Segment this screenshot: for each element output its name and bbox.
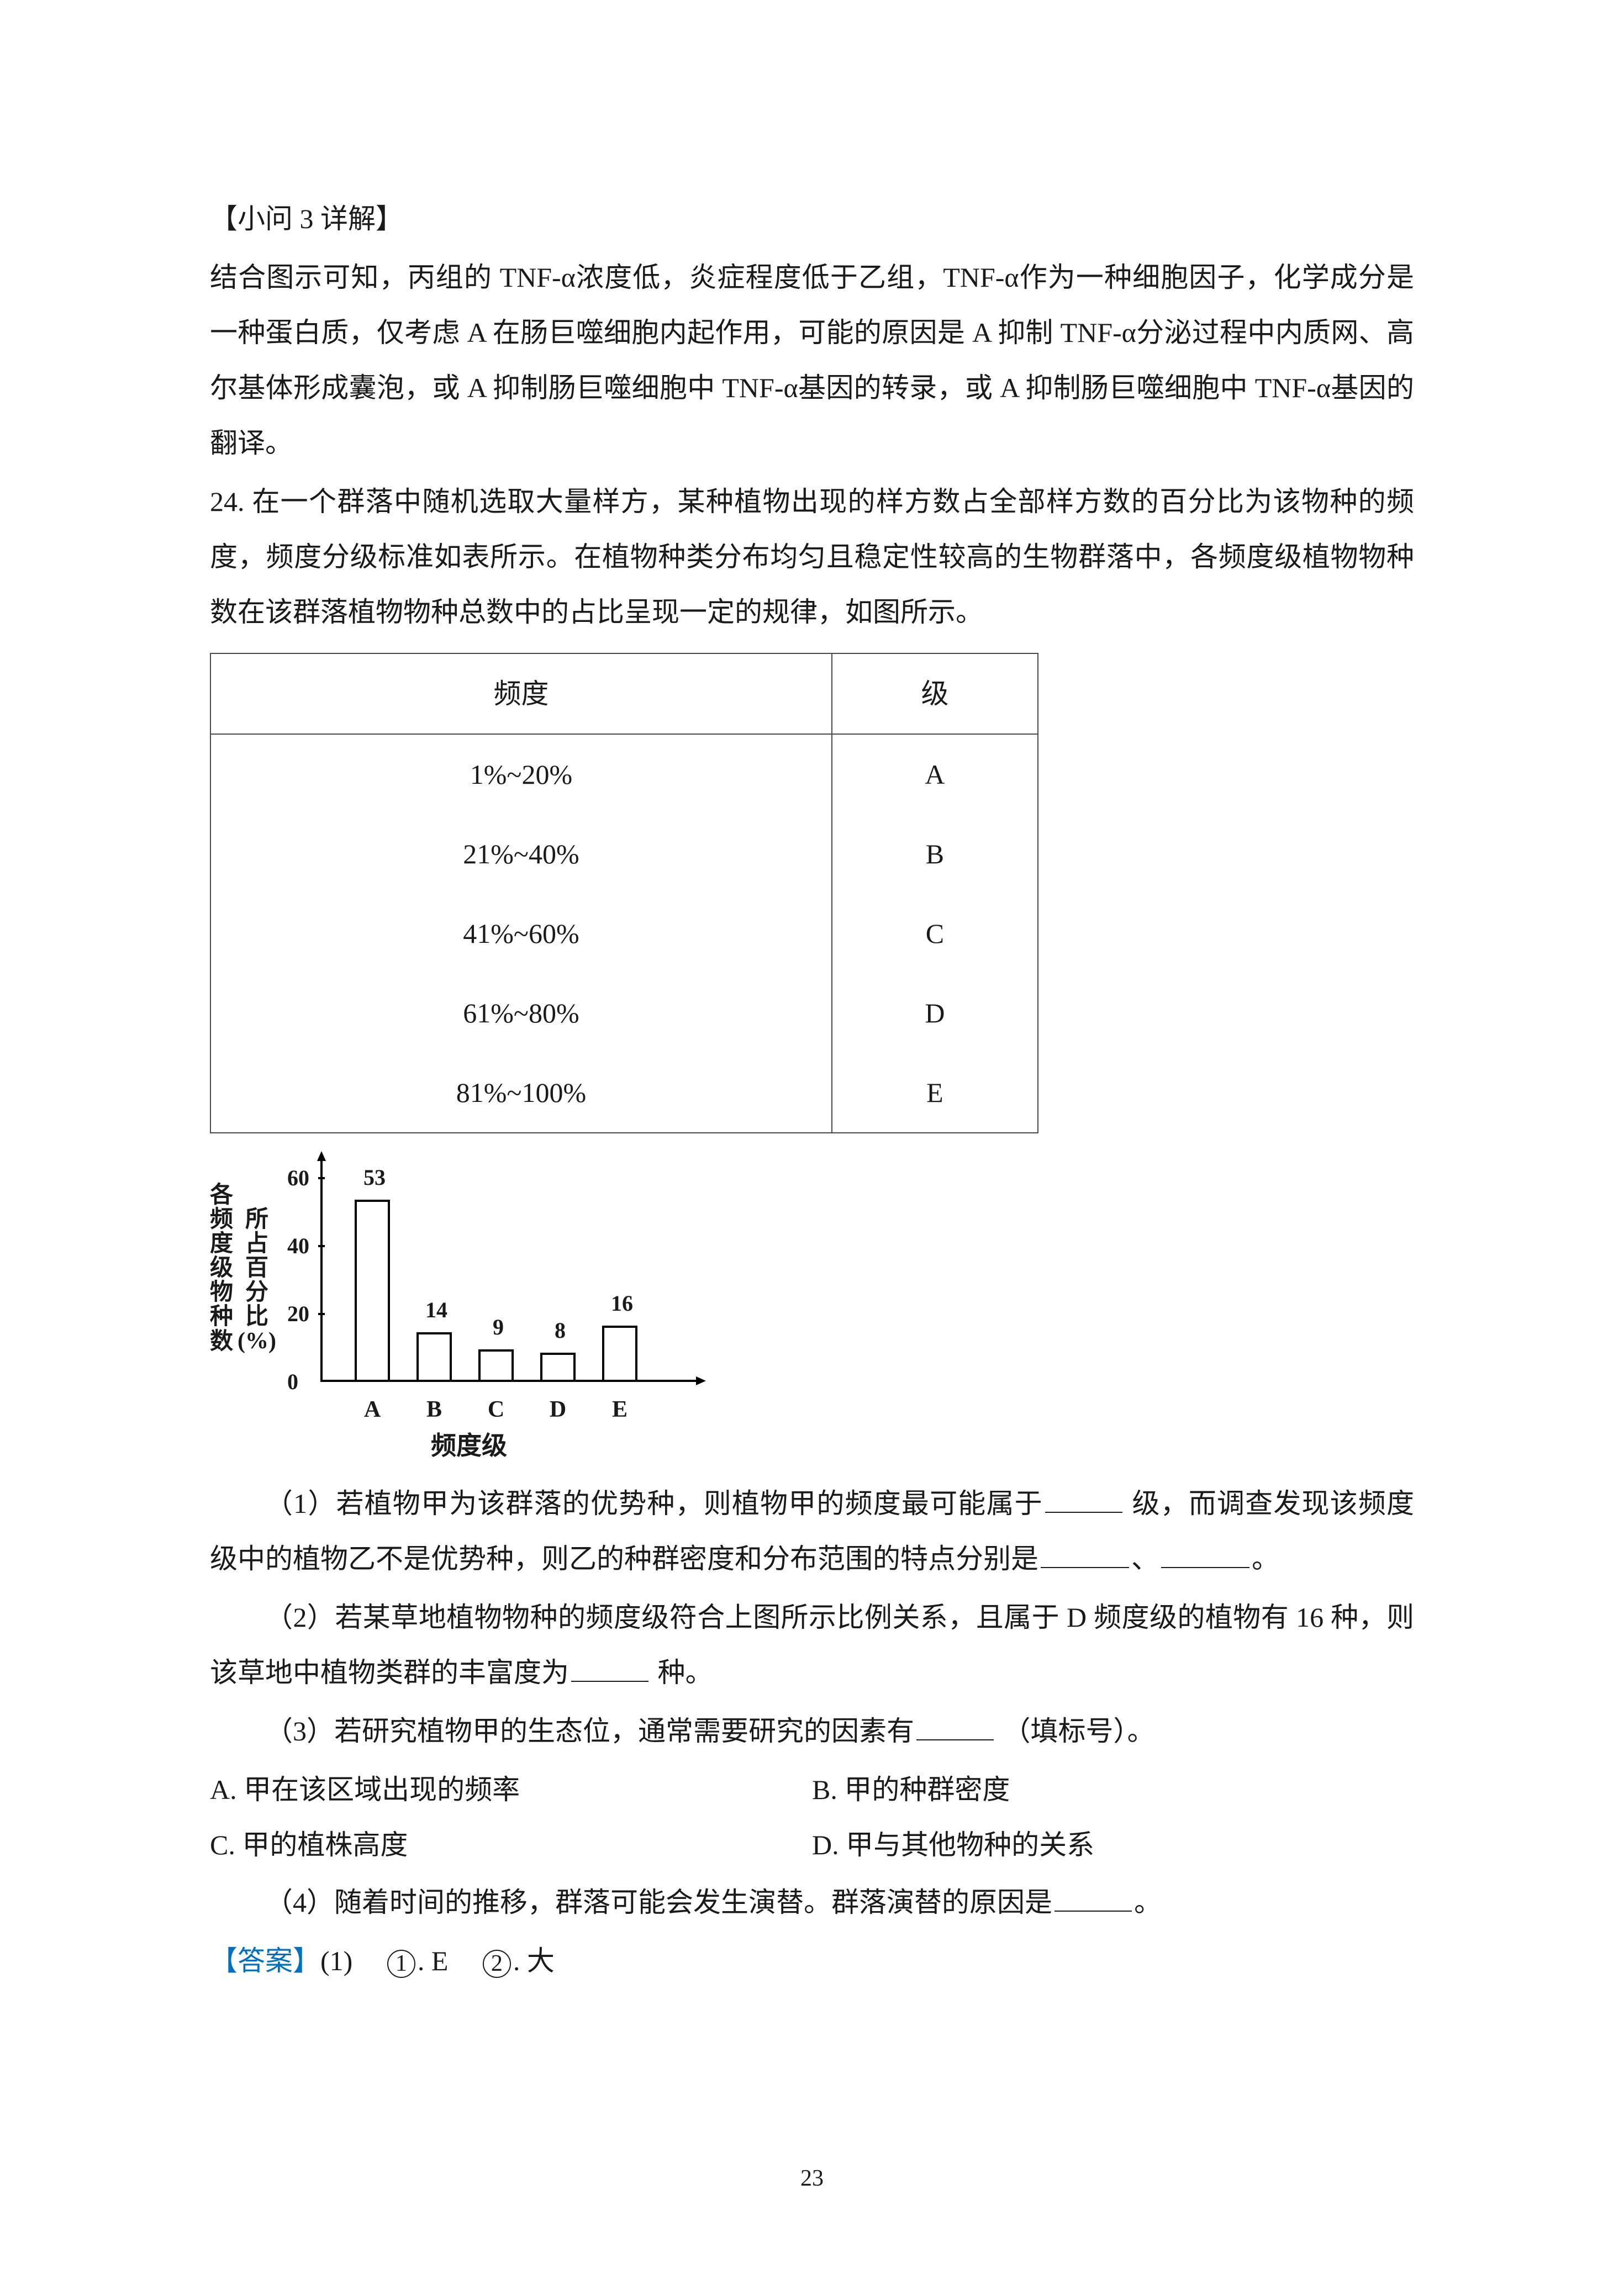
chart-area: 各频度级物种数所占百分比(%) 53149816 频度级 0204060ABCD…: [221, 1150, 718, 1459]
bar-value-label: 53: [363, 1155, 386, 1200]
cell-level: A: [832, 734, 1038, 814]
frequency-table: 频度 级 1%~20% A 21%~40% B 41%~60% C 61%~80…: [210, 653, 1038, 1133]
period: 。: [1252, 1543, 1279, 1574]
sep: 、: [1131, 1543, 1159, 1574]
q3-part-b: （填标号）。: [1003, 1716, 1155, 1746]
bar: [355, 1200, 390, 1380]
cell-freq: 1%~20%: [210, 734, 832, 814]
option-c: C. 甲的植株高度: [210, 1817, 812, 1872]
plot-area: 53149816: [320, 1161, 696, 1382]
option-b: B. 甲的种群密度: [812, 1762, 1414, 1817]
q3-part-a: （3）若研究植物甲的生态位，通常需要研究的因素有: [265, 1716, 914, 1746]
options-grid: A. 甲在该区域出现的频率 B. 甲的种群密度 C. 甲的植株高度 D. 甲与其…: [210, 1762, 1414, 1872]
blank: [916, 1713, 994, 1740]
explanation-text: 结合图示可知，丙组的 TNF-α浓度低，炎症程度低于乙组，TNF-α作为一种细胞…: [210, 250, 1414, 471]
table-row: 61%~80% D: [210, 973, 1038, 1053]
blank: [1041, 1540, 1129, 1568]
period: 。: [1134, 1887, 1162, 1918]
answer-val-1: E: [431, 1945, 449, 1976]
x-category-label: C: [488, 1386, 504, 1433]
bar: [602, 1326, 637, 1380]
bar: [478, 1349, 514, 1380]
table-header-row: 频度 级: [210, 653, 1038, 734]
blank: [1045, 1485, 1122, 1513]
cell-level: C: [832, 894, 1038, 973]
blank: [1054, 1884, 1132, 1912]
page: 【小问 3 详解】 结合图示可知，丙组的 TNF-α浓度低，炎症程度低于乙组，T…: [0, 0, 1624, 2290]
col-header-level: 级: [832, 653, 1038, 734]
cell-level: E: [832, 1053, 1038, 1133]
y-tick-label: 0: [287, 1360, 298, 1404]
bar-value-label: 9: [493, 1305, 504, 1349]
answer-num-1: 1.: [387, 1945, 425, 1976]
bar-chart: 各频度级物种数所占百分比(%) 53149816 频度级 0204060ABCD…: [210, 1150, 1414, 1459]
q4-part-a: （4）随着时间的推移，群落可能会发生演替。群落演替的原因是: [265, 1887, 1052, 1918]
option-a: A. 甲在该区域出现的频率: [210, 1762, 812, 1817]
table-row: 41%~60% C: [210, 894, 1038, 973]
x-category-label: E: [612, 1386, 628, 1433]
bar-value-label: 16: [611, 1281, 633, 1326]
blank: [571, 1654, 648, 1682]
q1-part-a: （1）若植物甲为该群落的优势种，则植物甲的频度最可能属于: [265, 1488, 1043, 1519]
q3-text: （3）若研究植物甲的生态位，通常需要研究的因素有 （填标号）。: [210, 1703, 1414, 1759]
bar: [540, 1353, 576, 1380]
blank: [1161, 1540, 1249, 1568]
answer-part: (1): [320, 1945, 352, 1976]
y-tick-label: 40: [287, 1224, 309, 1268]
q2-part-b: 种。: [658, 1657, 713, 1688]
x-category-label: D: [550, 1386, 566, 1433]
cell-freq: 81%~100%: [210, 1053, 832, 1133]
x-category-label: B: [426, 1386, 442, 1433]
x-category-label: A: [364, 1386, 381, 1433]
q4-text: （4）随着时间的推移，群落可能会发生演替。群落演替的原因是 。: [210, 1875, 1414, 1930]
bar: [416, 1332, 452, 1380]
answer-line: 【答案】(1) 1. E 2. 大: [210, 1933, 1414, 1988]
bar-value-label: 14: [425, 1288, 447, 1332]
option-d: D. 甲与其他物种的关系: [812, 1817, 1414, 1872]
cell-freq: 21%~40%: [210, 814, 832, 894]
cell-freq: 41%~60%: [210, 894, 832, 973]
answer-val-2: 大: [527, 1945, 555, 1976]
cell-level: D: [832, 973, 1038, 1053]
q1-text: （1）若植物甲为该群落的优势种，则植物甲的频度最可能属于 级，而调查发现该频度级…: [210, 1476, 1414, 1586]
table-row: 21%~40% B: [210, 814, 1038, 894]
table-row: 1%~20% A: [210, 734, 1038, 814]
page-number: 23: [0, 2155, 1624, 2202]
cell-level: B: [832, 814, 1038, 894]
q24-stem: 24. 在一个群落中随机选取大量样方，某种植物出现的样方数占全部样方数的百分比为…: [210, 474, 1414, 640]
y-tick-label: 60: [287, 1156, 309, 1200]
answer-num-2: 2.: [483, 1945, 520, 1976]
q2-part-a: （2）若某草地植物物种的频度级符合上图所示比例关系，且属于 D 频度级的植物有 …: [210, 1602, 1414, 1688]
col-header-freq: 频度: [210, 653, 832, 734]
table-row: 81%~100% E: [210, 1053, 1038, 1133]
cell-freq: 61%~80%: [210, 973, 832, 1053]
y-tick-label: 20: [287, 1292, 309, 1336]
answer-label: 【答案】: [210, 1945, 320, 1976]
bar-value-label: 8: [555, 1308, 566, 1353]
section-heading: 【小问 3 详解】: [210, 191, 1414, 246]
q2-text: （2）若某草地植物物种的频度级符合上图所示比例关系，且属于 D 频度级的植物有 …: [210, 1590, 1414, 1700]
